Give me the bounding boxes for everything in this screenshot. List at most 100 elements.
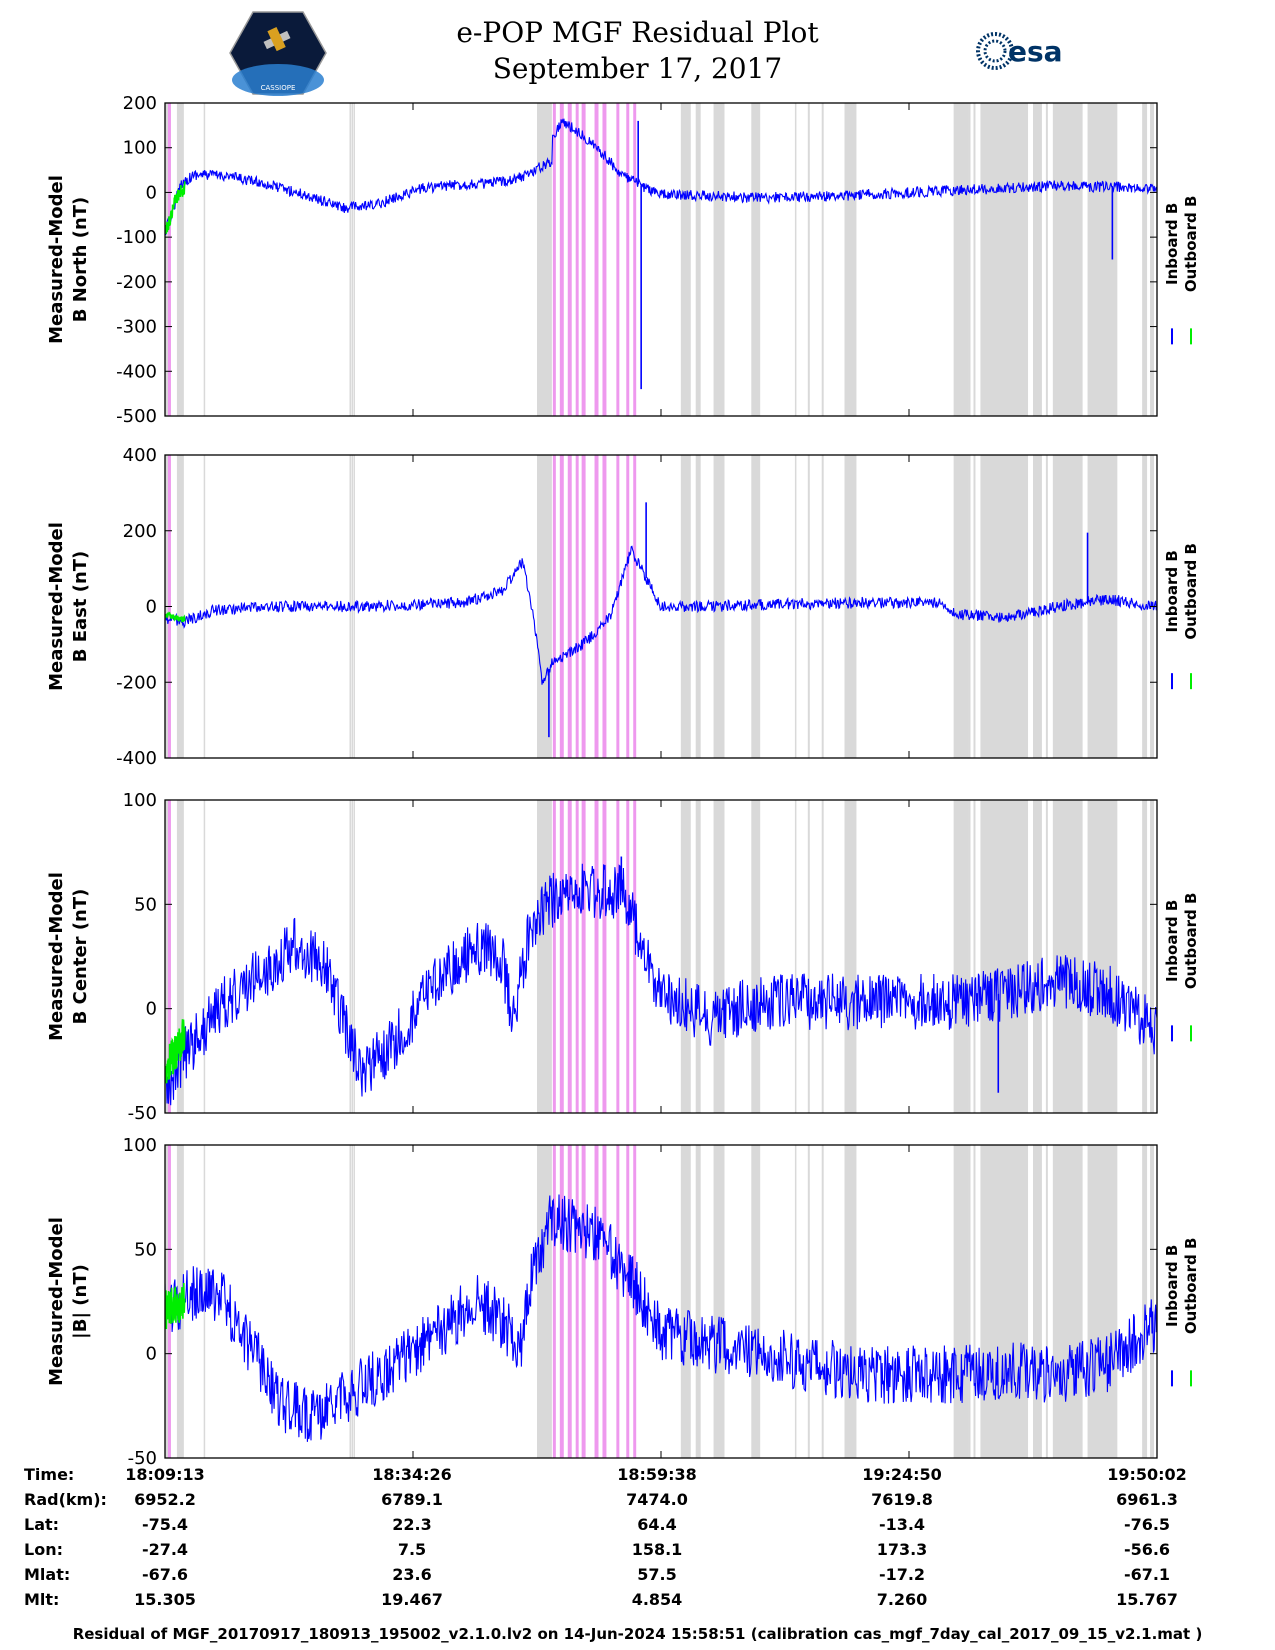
data-gap-band bbox=[821, 1145, 824, 1458]
y-tick-label: 0 bbox=[146, 999, 157, 1020]
data-gap-band bbox=[633, 1145, 637, 1458]
data-gap-band bbox=[351, 1145, 353, 1458]
data-gap-band bbox=[1150, 103, 1155, 416]
data-gap-band bbox=[1052, 103, 1083, 416]
data-gap-band bbox=[794, 103, 797, 416]
data-gap-band bbox=[176, 455, 184, 758]
data-gap-band bbox=[552, 103, 556, 416]
y-axis-title: B Center (nT) bbox=[70, 889, 91, 1025]
data-gap-band bbox=[594, 800, 599, 1113]
panel-b-north: 200 100 0 -100 -200 -300 -400 -500 Measured-Mode… bbox=[46, 93, 1200, 427]
data-gap-band bbox=[626, 455, 630, 758]
y-tick-label: 0 bbox=[146, 182, 157, 203]
data-gap-band bbox=[980, 1145, 1029, 1458]
data-gap-band bbox=[602, 455, 607, 758]
data-gap-band bbox=[1052, 1145, 1083, 1458]
data-gap-band bbox=[807, 800, 810, 1113]
y-tick-label: -400 bbox=[116, 361, 157, 382]
residual-plots: 2001000-100-200-300-400-500Measured-Mode… bbox=[46, 93, 1200, 1469]
y-tick-label: 50 bbox=[134, 894, 157, 915]
data-gap-band bbox=[821, 455, 824, 758]
data-gap-band bbox=[167, 103, 171, 416]
radius-value: 6789.1 bbox=[381, 1490, 443, 1509]
data-gap-band bbox=[537, 800, 552, 1113]
lon-value: -56.6 bbox=[1123, 1540, 1171, 1559]
lon-value: 158.1 bbox=[631, 1540, 683, 1559]
lat-value: -75.4 bbox=[141, 1515, 189, 1534]
data-gap-band bbox=[594, 1145, 599, 1458]
legend-label-outboard: Outboard B bbox=[1182, 196, 1200, 293]
y-tick-label: -400 bbox=[116, 748, 157, 769]
data-gap-band bbox=[552, 455, 556, 758]
data-gap-band bbox=[165, 103, 168, 416]
y-tick-label: 0 bbox=[146, 1344, 157, 1365]
y-tick-label: -500 bbox=[116, 406, 157, 427]
data-gap-band bbox=[581, 455, 586, 758]
y-tick-label: -100 bbox=[116, 227, 157, 248]
data-gap-band bbox=[794, 1145, 797, 1458]
data-gap-band bbox=[176, 103, 184, 416]
mlt-value: 15.305 bbox=[134, 1590, 196, 1609]
label-lat: Lat: bbox=[24, 1515, 60, 1534]
data-gap-band bbox=[680, 103, 691, 416]
legend-label-inboard: Inboard B bbox=[1163, 900, 1181, 982]
data-gap-band bbox=[807, 103, 810, 416]
time-value: 18:34:26 bbox=[372, 1465, 452, 1484]
data-gap-band bbox=[980, 800, 1029, 1113]
data-gap-band bbox=[349, 103, 352, 416]
data-gap-band bbox=[968, 1145, 971, 1458]
mlt-value: 7.260 bbox=[876, 1590, 928, 1609]
data-gap-band bbox=[695, 1145, 701, 1458]
lat-value: 64.4 bbox=[637, 1515, 677, 1534]
lat-value: 22.3 bbox=[392, 1515, 432, 1534]
data-gap-band bbox=[1033, 1145, 1042, 1458]
data-gap-band bbox=[751, 800, 761, 1113]
mlt-value: 4.854 bbox=[631, 1590, 683, 1609]
legend-label-inboard: Inboard B bbox=[1163, 203, 1181, 285]
data-gap-band bbox=[602, 103, 607, 416]
data-gap-band bbox=[1087, 800, 1118, 1113]
data-gap-band bbox=[1142, 455, 1148, 758]
y-tick-label: 200 bbox=[123, 93, 157, 114]
label-time: Time: bbox=[24, 1465, 75, 1484]
data-gap-band bbox=[807, 1145, 810, 1458]
time-value: 19:50:02 bbox=[1107, 1465, 1187, 1484]
data-gap-band bbox=[351, 800, 353, 1113]
data-gap-band bbox=[680, 800, 691, 1113]
data-gap-band bbox=[968, 455, 971, 758]
data-gap-band bbox=[626, 800, 630, 1113]
data-gap-band bbox=[602, 1145, 607, 1458]
data-gap-band bbox=[575, 455, 579, 758]
data-gap-band bbox=[203, 800, 206, 1113]
legend-label-outboard: Outboard B bbox=[1182, 893, 1200, 990]
data-gap-band bbox=[616, 1145, 620, 1458]
data-gap-band bbox=[1087, 455, 1118, 758]
series-outboard-line bbox=[165, 181, 186, 234]
time-value: 18:59:38 bbox=[617, 1465, 697, 1484]
y-tick-label: 200 bbox=[123, 521, 157, 542]
panel-b-magnitude: 100 50 0 -50 Measured-Model |B| (nT) Inboard B… bbox=[46, 1135, 1200, 1469]
data-gap-band bbox=[537, 103, 552, 416]
data-gap-band bbox=[751, 103, 761, 416]
series-outboard-line bbox=[165, 1282, 186, 1330]
data-gap-band bbox=[695, 455, 701, 758]
esa-logo: esa bbox=[976, 32, 1063, 70]
data-gap-band bbox=[1033, 800, 1042, 1113]
data-gap-band bbox=[713, 455, 725, 758]
data-gap-band bbox=[351, 103, 353, 416]
footer-caption: Residual of MGF_20170917_180913_195002_v… bbox=[72, 1625, 1203, 1643]
data-gap-band bbox=[713, 1145, 725, 1458]
mlat-value: -67.6 bbox=[141, 1565, 189, 1584]
data-gap-band bbox=[349, 455, 352, 758]
data-gap-band bbox=[616, 800, 620, 1113]
series-inboard-line bbox=[165, 1194, 1157, 1442]
data-gap-band bbox=[633, 800, 637, 1113]
data-gap-band bbox=[552, 1145, 556, 1458]
data-gap-band bbox=[968, 103, 971, 416]
data-gap-band bbox=[203, 103, 206, 416]
y-axis-title: Measured-Model bbox=[46, 1217, 67, 1386]
mission-logo-text: CASSIOPE bbox=[261, 84, 296, 92]
series-inboard-line bbox=[165, 545, 1157, 685]
data-gap-band bbox=[537, 1145, 552, 1458]
y-tick-label: 100 bbox=[123, 138, 157, 159]
